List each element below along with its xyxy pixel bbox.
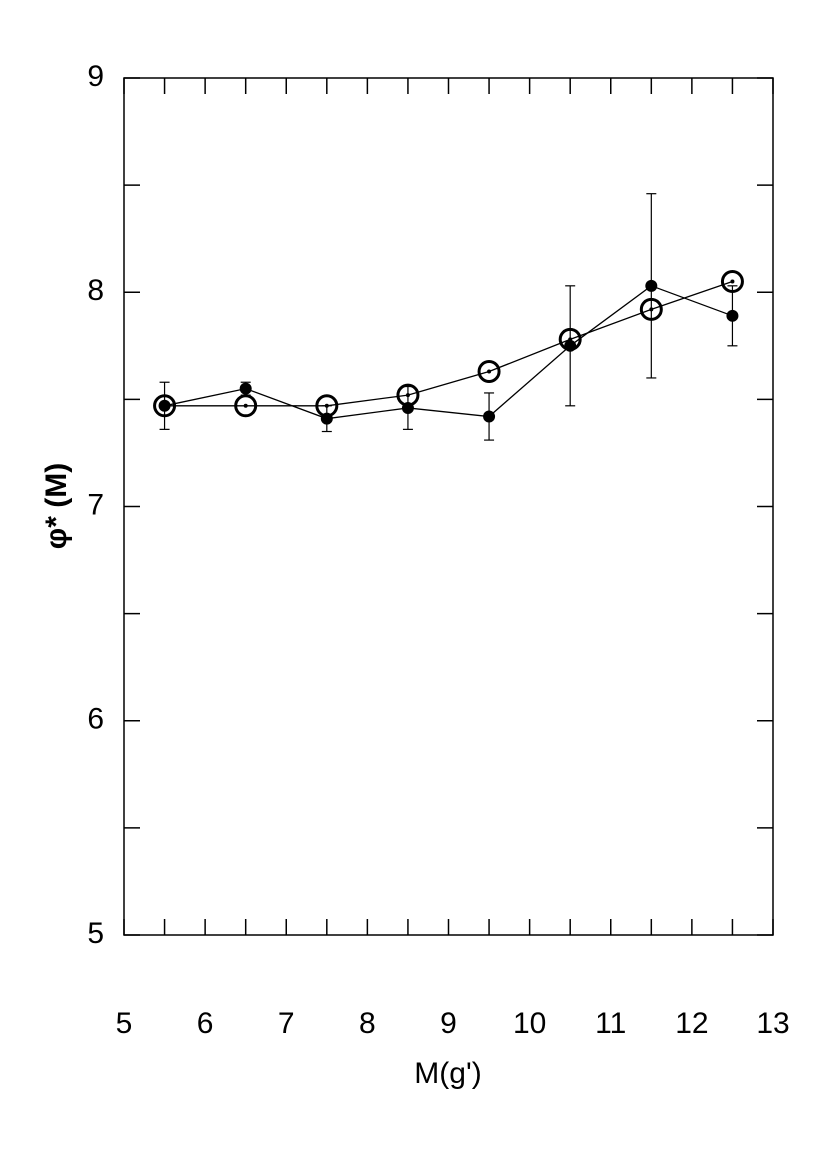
open-marker	[396, 383, 420, 407]
filled-marker	[726, 309, 739, 322]
plot-frame	[123, 77, 774, 936]
series-line	[164, 285, 733, 420]
x-tick-label: 13	[756, 1007, 789, 1040]
series-line	[164, 280, 733, 407]
x-tick-label: 8	[359, 1007, 376, 1040]
marker-dot	[568, 337, 573, 342]
y-tick-label: 7	[87, 488, 104, 521]
x-tick-label: 11	[595, 1007, 626, 1040]
y-tick-label: 5	[87, 917, 104, 950]
y-tick-label: 9	[87, 60, 104, 93]
filled-marker	[645, 279, 658, 292]
marker-dot	[162, 403, 167, 408]
x-tick-label: 12	[675, 1007, 708, 1040]
marker-dot	[324, 403, 329, 408]
open-marker	[720, 270, 744, 294]
x-tick-label: 6	[197, 1007, 214, 1040]
x-tick-label: 9	[440, 1007, 457, 1040]
y-tick-label: 8	[87, 274, 104, 307]
x-axis-label: M(g')	[414, 1057, 481, 1090]
open-marker	[477, 360, 501, 384]
x-tick-label: 5	[116, 1007, 133, 1040]
marker-dot	[405, 393, 410, 398]
y-axis-label: φ* (M)	[40, 463, 73, 549]
open-marker	[153, 394, 177, 418]
filled-marker	[483, 410, 496, 423]
y-tick-label: 6	[87, 703, 104, 736]
x-tick-label: 10	[513, 1007, 546, 1040]
open-marker	[315, 394, 339, 418]
marker-dot	[649, 307, 654, 312]
filled-marker	[239, 382, 252, 395]
open-marker	[639, 297, 663, 321]
open-marker	[234, 394, 258, 418]
open-marker	[558, 327, 582, 351]
marker-dot	[243, 403, 248, 408]
marker-dot	[487, 369, 492, 374]
marker-dot	[730, 279, 735, 284]
x-tick-label: 7	[278, 1007, 295, 1040]
